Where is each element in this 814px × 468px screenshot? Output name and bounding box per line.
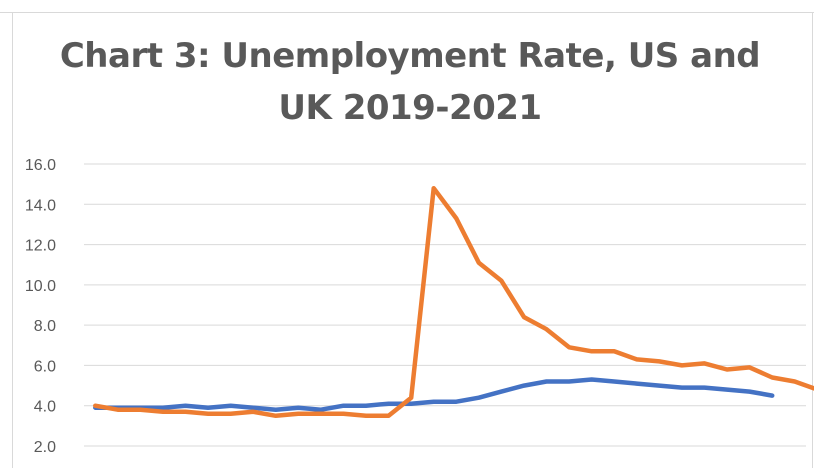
y-tick-label: 6.0 xyxy=(34,358,56,375)
chart-title-line-1: Chart 3: Unemployment Rate, US and xyxy=(59,36,761,76)
series-line-0 xyxy=(93,185,814,419)
chart-border-top xyxy=(0,12,814,13)
series-lines xyxy=(93,185,814,419)
y-tick-label: 8.0 xyxy=(34,318,56,335)
y-tick-label: 10.0 xyxy=(25,278,56,295)
y-tick-label: 4.0 xyxy=(34,399,56,416)
chart-border-right xyxy=(812,12,813,468)
y-tick-label: 12.0 xyxy=(25,238,56,255)
chart-title: Chart 3: Unemployment Rate, US and UK 20… xyxy=(40,30,780,134)
series-line-1 xyxy=(93,377,775,412)
chart-border-left xyxy=(12,12,13,468)
chart-title-line-2: UK 2019-2021 xyxy=(278,88,542,128)
y-tick-label: 14.0 xyxy=(25,197,56,214)
y-tick-label: 2.0 xyxy=(34,439,56,456)
y-axis-tick-labels: 2.0 4.0 6.0 8.0 10.0 12.0 14.0 16.0 xyxy=(25,157,56,456)
y-tick-label: 16.0 xyxy=(25,157,56,174)
